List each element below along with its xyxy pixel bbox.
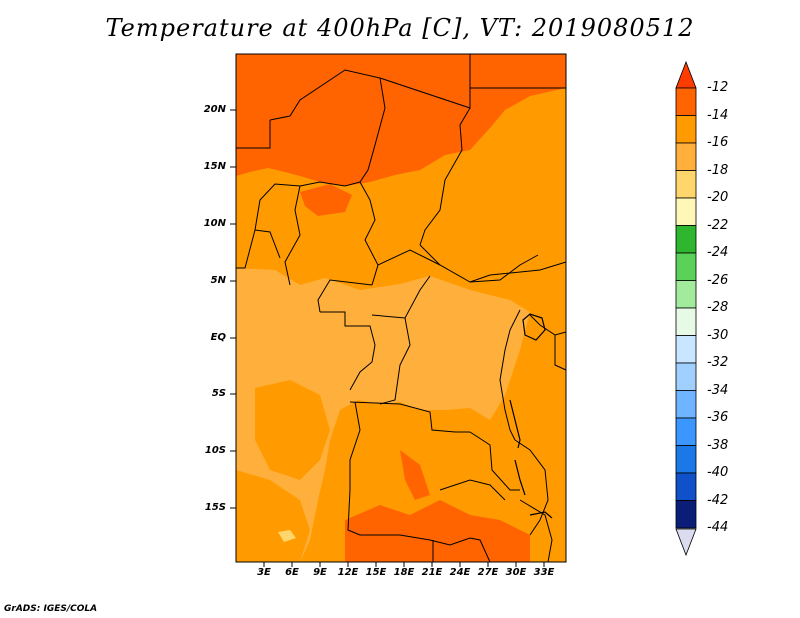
lakes [509,313,553,519]
colorbar-label: -22 [707,218,729,233]
colorbar-label: -38 [707,438,729,453]
field-warm-north [236,54,566,186]
colorbar-label: -20 [707,190,729,205]
lat-label-eq: EQ [210,332,226,343]
field-pale-patch [278,530,296,542]
lon-label-30e: 30E [505,567,527,578]
colorbar-box [675,197,697,226]
lat-label-15n: 15N [203,161,226,172]
lon-ticks [263,562,545,567]
colorbar-label: -32 [707,355,729,370]
lon-label-33e: 33E [533,567,555,578]
colorbar-label: -16 [707,135,729,150]
colorbar [675,60,697,557]
lat-label-15s: 15S [204,502,226,513]
colorbar-box [675,417,697,446]
colorbar-box [675,280,697,309]
lon-label-12e: 12E [337,567,359,578]
colorbar-box [675,445,697,474]
lat-label-10s: 10S [204,445,226,456]
lon-label-21e: 21E [421,567,443,578]
map-title: Temperature at 400hPa [C], VT: 201908051… [105,14,695,42]
lon-label-24e: 24E [449,567,471,578]
lat-label-20n: 20N [203,104,226,115]
colorbar-top-arrow [675,60,697,89]
lat-label-10n: 10N [203,218,226,229]
colorbar-label: -36 [707,410,729,425]
colorbar-label: -12 [707,80,729,95]
field-warm-southwest [255,380,330,480]
colorbar-box [675,472,697,501]
colorbar-box [675,87,697,116]
colorbar-box [675,307,697,336]
temperature-field [236,54,566,562]
colorbar-box [675,225,697,254]
colorbar-bottom-arrow [675,528,697,557]
lon-label-9e: 9E [313,567,327,578]
colorbar-box [675,362,697,391]
colorbar-box [675,142,697,171]
colorbar-boxes [675,87,697,529]
colorbar-label: -42 [707,493,729,508]
colorbar-box [675,170,697,199]
lon-label-27e: 27E [477,567,499,578]
field-cool-west [236,268,530,562]
colorbar-label: -26 [707,273,729,288]
colorbar-label: -24 [707,245,729,260]
colorbar-label: -34 [707,383,729,398]
colorbar-box [675,390,697,419]
colorbar-box [675,115,697,144]
field-warm-south-streak [400,450,430,500]
country-borders [236,54,567,563]
colorbar-label: -14 [707,108,729,123]
lon-label-15e: 15E [365,567,387,578]
colorbar-label: -28 [707,300,729,315]
colorbar-box [675,500,697,529]
lon-label-6e: 6E [285,567,299,578]
field-warm-northwest [300,184,352,216]
colorbar-box [675,252,697,281]
colorbar-box [675,335,697,364]
lat-ticks [230,109,236,509]
map-frame [235,53,567,563]
lon-label-3e: 3E [257,567,271,578]
field-warm-south [345,500,530,562]
colorbar-label: -44 [707,520,729,535]
colorbar-label: -40 [707,465,729,480]
colorbar-label: -18 [707,163,729,178]
lat-label-5s: 5S [211,388,226,399]
colorbar-label: -30 [707,328,729,343]
lat-label-5n: 5N [210,275,226,286]
grads-credit: GrADS: IGES/COLA [4,604,98,614]
lon-label-18e: 18E [393,567,415,578]
